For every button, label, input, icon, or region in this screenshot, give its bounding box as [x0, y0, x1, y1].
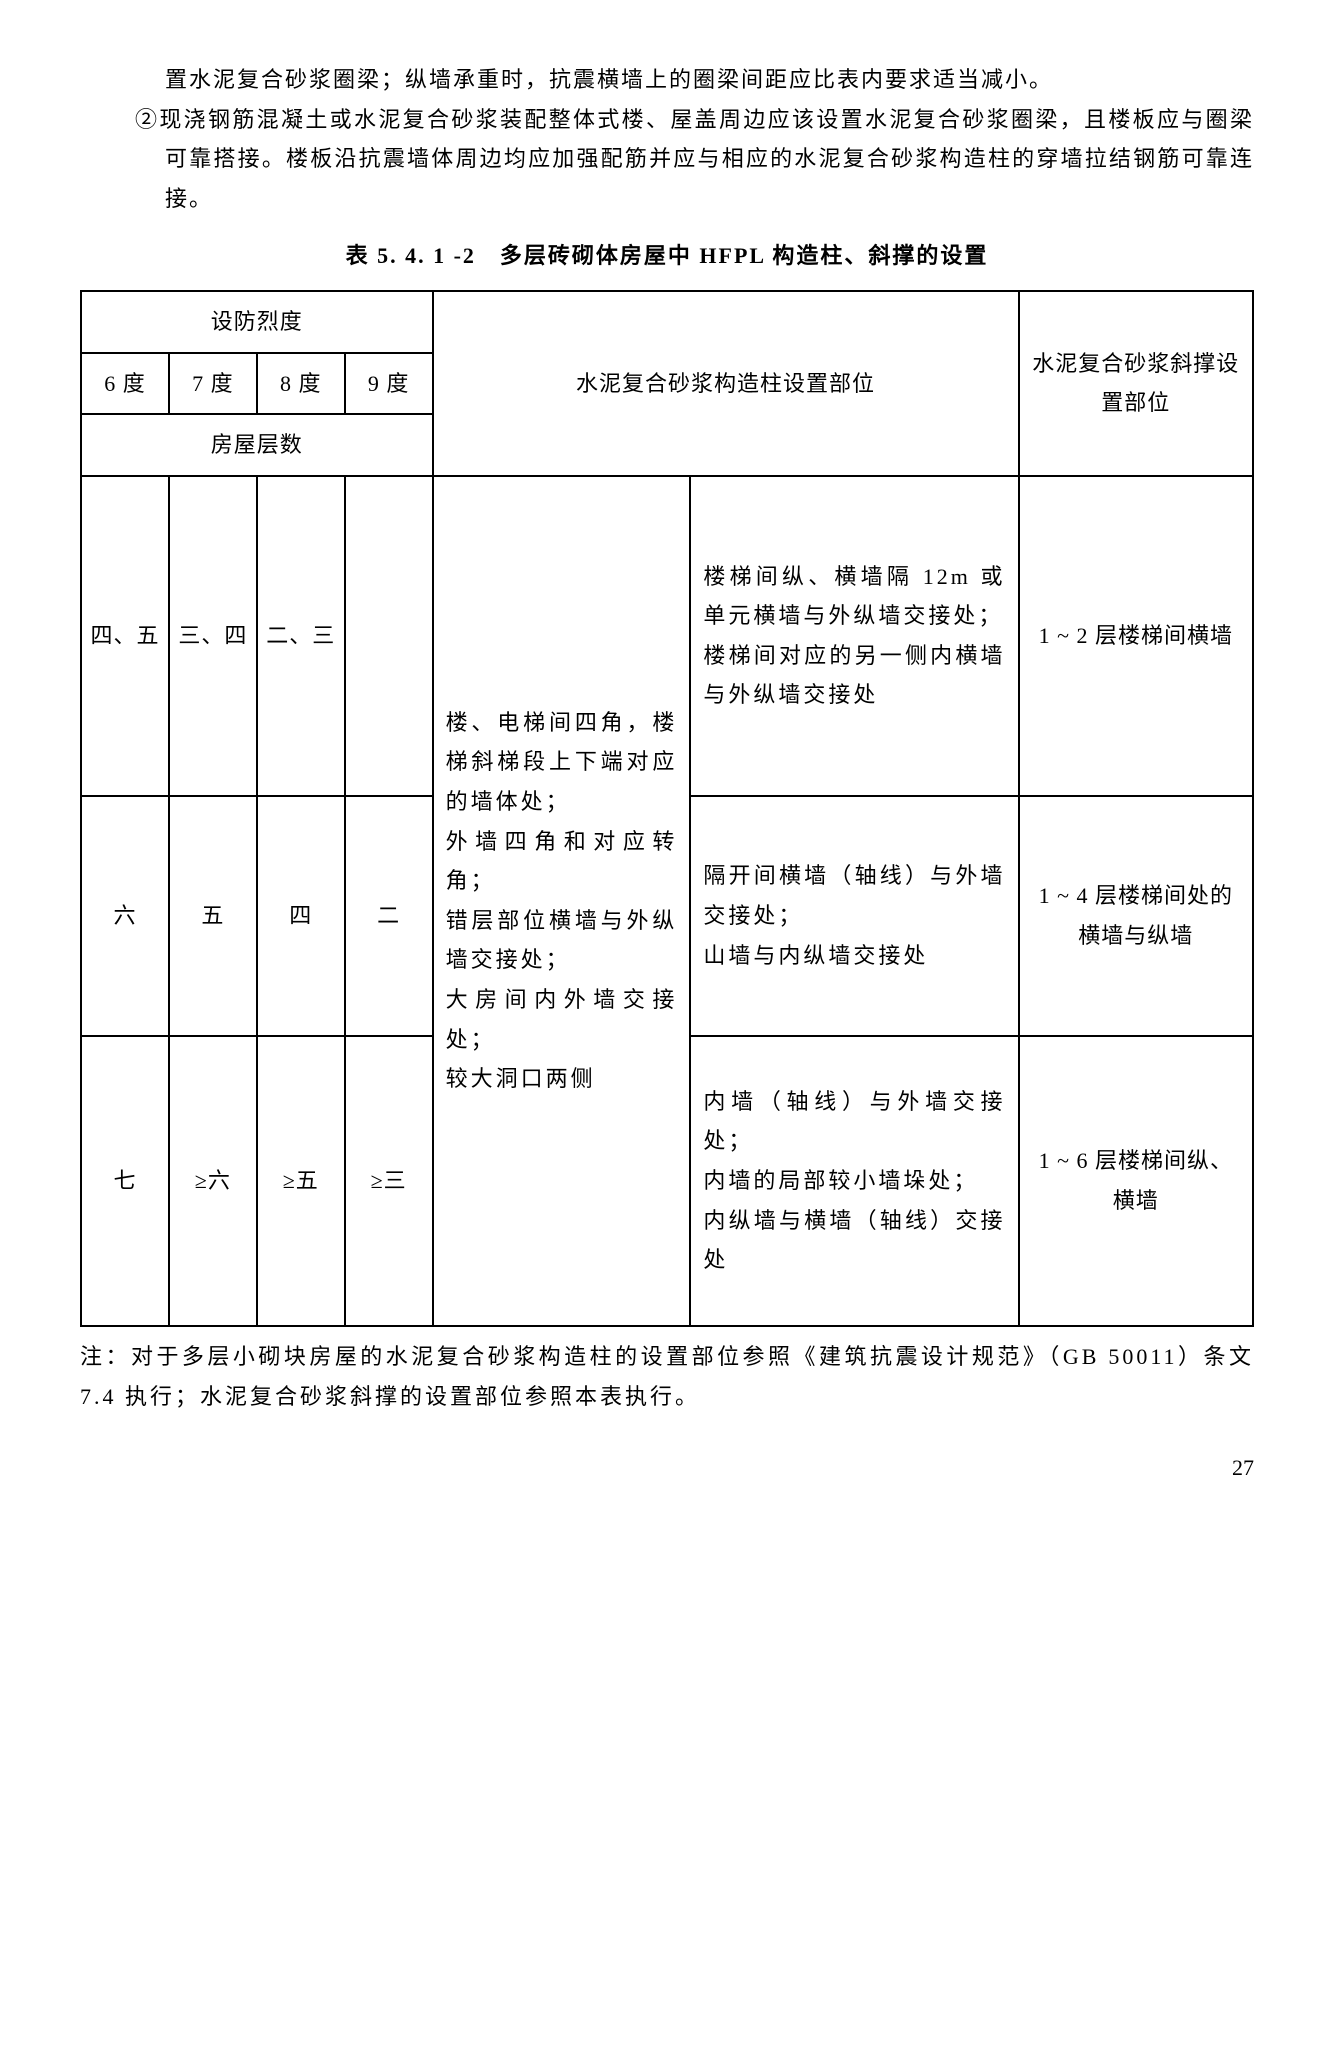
main-table: 设防烈度 水泥复合砂浆构造柱设置部位 水泥复合砂浆斜撑设置部位 6 度 7 度 …	[80, 290, 1254, 1327]
cell-shared-location: 楼、电梯间四角，楼梯斜梯段上下端对应的墙体处；外墙四角和对应转角；错层部位横墙与…	[433, 476, 691, 1326]
cell-7du: ≥六	[169, 1036, 257, 1326]
cell-location-2: 内墙（轴线）与外墙交接处；内墙的局部较小墙垛处；内纵墙与横墙（轴线）交接处	[690, 1036, 1018, 1326]
table-title: 表 5. 4. 1 -2 多层砖砌体房屋中 HFPL 构造柱、斜撑的设置	[80, 236, 1254, 276]
table-header-row-1: 设防烈度 水泥复合砂浆构造柱设置部位 水泥复合砂浆斜撑设置部位	[81, 291, 1253, 353]
header-brace-location: 水泥复合砂浆斜撑设置部位	[1019, 291, 1253, 476]
cell-7du: 三、四	[169, 476, 257, 796]
paragraph-continuation: 置水泥复合砂浆圈梁；纵墙承重时，抗震横墙上的圈梁间距应比表内要求适当减小。	[80, 60, 1254, 100]
cell-9du	[345, 476, 433, 796]
cell-location-2: 楼梯间纵、横墙隔 12m 或单元横墙与外纵墙交接处；楼梯间对应的另一侧内横墙与外…	[690, 476, 1018, 796]
cell-brace: 1 ~ 4 层楼梯间处的横墙与纵墙	[1019, 796, 1253, 1036]
header-floors: 房屋层数	[81, 414, 433, 476]
header-7du: 7 度	[169, 353, 257, 415]
cell-8du: 二、三	[257, 476, 345, 796]
cell-7du: 五	[169, 796, 257, 1036]
cell-location-2: 隔开间横墙（轴线）与外墙交接处；山墙与内纵墙交接处	[690, 796, 1018, 1036]
header-column-location: 水泥复合砂浆构造柱设置部位	[433, 291, 1019, 476]
cell-8du: 四	[257, 796, 345, 1036]
cell-8du: ≥五	[257, 1036, 345, 1326]
header-9du: 9 度	[345, 353, 433, 415]
cell-9du: 二	[345, 796, 433, 1036]
cell-brace: 1 ~ 2 层楼梯间横墙	[1019, 476, 1253, 796]
cell-brace: 1 ~ 6 层楼梯间纵、横墙	[1019, 1036, 1253, 1326]
header-8du: 8 度	[257, 353, 345, 415]
header-6du: 6 度	[81, 353, 169, 415]
table-footnote: 注：对于多层小砌块房屋的水泥复合砂浆构造柱的设置部位参照《建筑抗震设计规范》（G…	[80, 1337, 1254, 1418]
page-number: 27	[80, 1448, 1254, 1488]
cell-6du: 四、五	[81, 476, 169, 796]
header-intensity: 设防烈度	[81, 291, 433, 353]
paragraph-item-2: ②现浇钢筋混凝土或水泥复合砂浆装配整体式楼、屋盖周边应该设置水泥复合砂浆圈梁，且…	[80, 100, 1254, 219]
cell-6du: 六	[81, 796, 169, 1036]
cell-6du: 七	[81, 1036, 169, 1326]
cell-9du: ≥三	[345, 1036, 433, 1326]
table-row: 四、五 三、四 二、三 楼、电梯间四角，楼梯斜梯段上下端对应的墙体处；外墙四角和…	[81, 476, 1253, 796]
